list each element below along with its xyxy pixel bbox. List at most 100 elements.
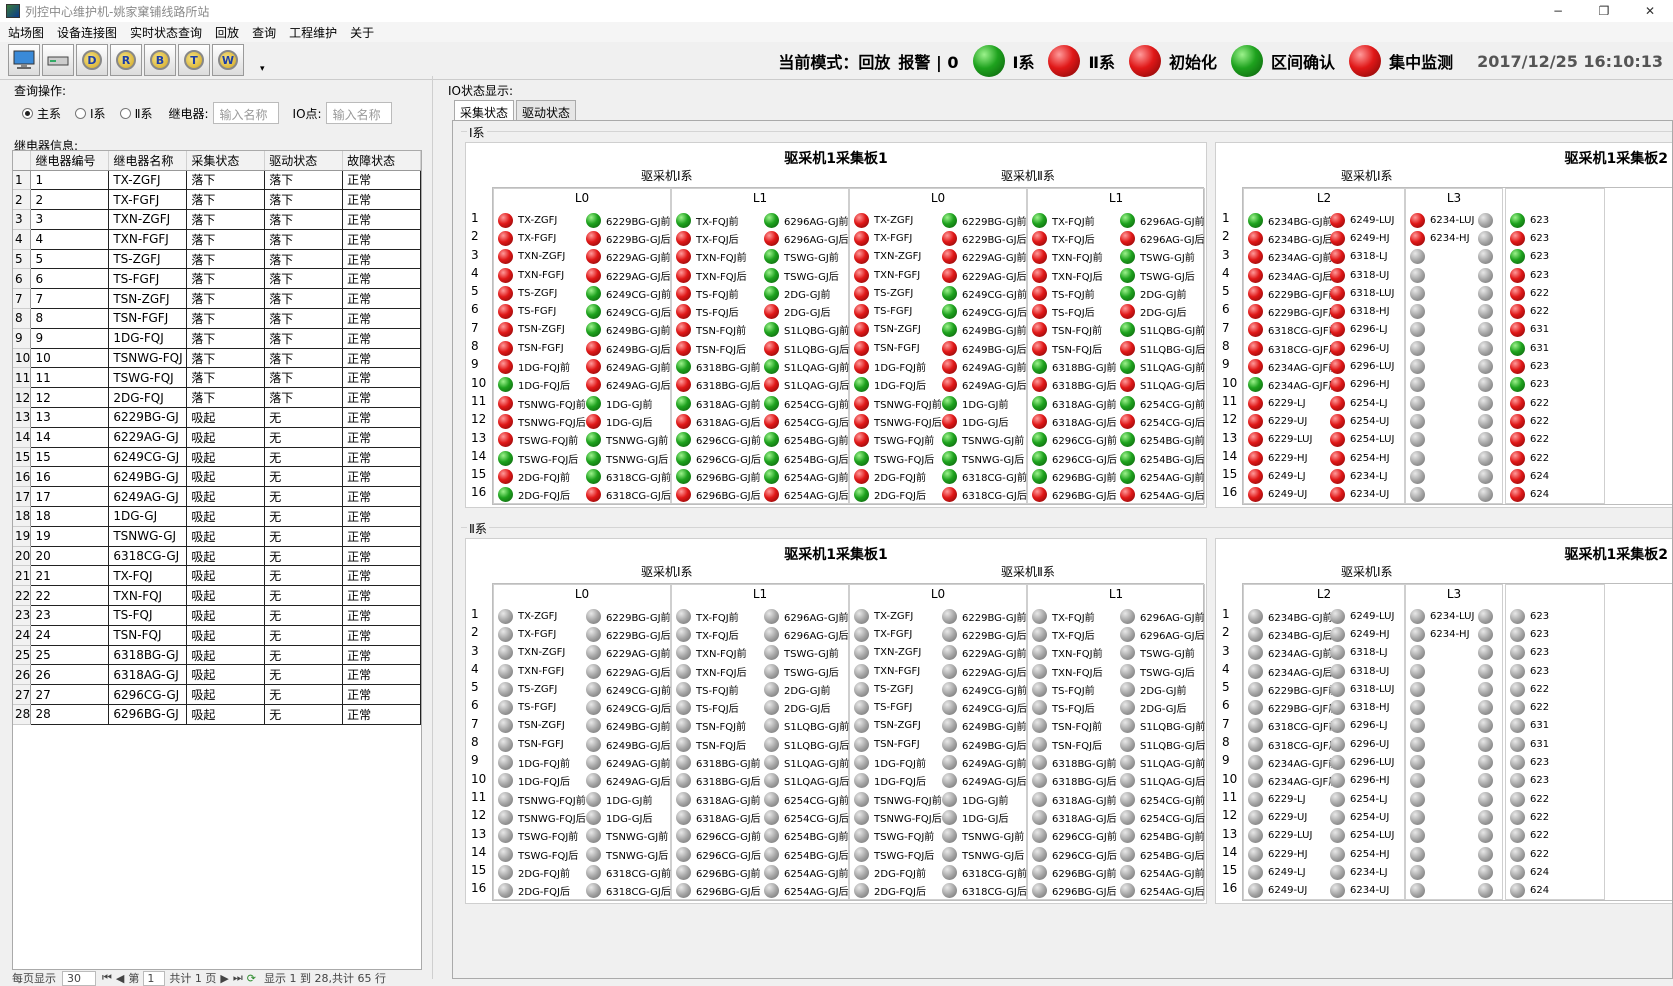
menu-engineering[interactable]: 工程维护	[289, 25, 338, 40]
board-title: 驱采机1采集板1	[784, 547, 888, 563]
io-point-label: 6249BG-GJ后	[962, 344, 1027, 356]
menu-device[interactable]: 设备连接图	[57, 25, 118, 40]
table-row[interactable]: 7 7 TSN-ZGFJ 落下 落下 正常	[13, 288, 421, 310]
menu-replay[interactable]: 回放	[215, 25, 240, 40]
page-size-select[interactable]: 30	[62, 970, 96, 986]
table-row[interactable]: 13 13 6229BG-GJ 吸起无正常	[13, 407, 421, 428]
table-row[interactable]: 10 10 TSNWG-FQJ 落下 落下 正常	[13, 348, 421, 369]
io-point	[1410, 357, 1474, 375]
io-point: TX-FGFJ	[854, 229, 942, 247]
table-row[interactable]: 5 5 TS-ZGFJ 落下 落下 正常	[13, 249, 421, 270]
search-d-icon[interactable]: D	[76, 44, 108, 76]
table-row[interactable]: 18 18 1DG-GJ 吸起无正常	[13, 506, 421, 527]
io-status-led-icon	[1510, 773, 1525, 789]
table-row[interactable]: 16 16 6249BG-GJ 吸起无正常	[13, 466, 421, 488]
io-status-led-icon	[1330, 377, 1345, 393]
table-row[interactable]: 19 19 TSNWG-GJ 吸起无正常	[13, 526, 421, 547]
restore-button[interactable]: ❐	[1598, 4, 1610, 18]
io-status-led-icon	[1410, 608, 1425, 624]
table-cell: TXN-ZGFJ	[108, 209, 188, 230]
table-row[interactable]: 22 22 TXN-FQJ 吸起无正常	[13, 585, 421, 607]
column-header[interactable]: 继电器名称	[108, 151, 188, 171]
io-status-led-icon	[764, 212, 779, 228]
io-point: S1LQAG-GJ前	[764, 753, 849, 771]
table-row[interactable]: 24 24 TSN-FQJ 吸起无正常	[13, 625, 421, 646]
last-page-icon[interactable]: ⏭	[232, 971, 243, 984]
menu-query[interactable]: 查询	[252, 25, 277, 40]
table-row[interactable]: 27 27 6296CG-GJ 吸起无正常	[13, 684, 421, 706]
table-row[interactable]: 25 25 6318BG-GJ 吸起无正常	[13, 645, 421, 666]
menu-realtime[interactable]: 实时状态查询	[130, 25, 203, 40]
next-page-icon[interactable]: ▶	[220, 971, 229, 985]
row-number: 14	[1222, 844, 1238, 859]
io-point-label: 6229BG-GJ后	[962, 234, 1027, 246]
prev-page-icon[interactable]: ◀	[115, 971, 125, 985]
table-row[interactable]: 3 3 TXN-ZGFJ 落下 落下 正常	[13, 209, 421, 230]
io-point	[1478, 302, 1498, 320]
io-point-label: 6229BG-GJF前	[1268, 289, 1339, 301]
radio-sys2[interactable]	[119, 107, 131, 119]
table-row[interactable]: 1 1 TX-ZGFJ 落下 落下 正常	[13, 170, 421, 191]
menu-about[interactable]: 关于	[350, 25, 375, 40]
menu-station[interactable]: 站场图	[8, 25, 45, 40]
io-card: L0 TX-ZGFJ TX-FGFJ TXN-ZGFJ TXN-FGFJ TS-ZGFJ T…	[493, 584, 671, 900]
table-row[interactable]: 11 11 TSWG-FQJ 落下 落下 正常	[13, 367, 421, 389]
io-status-led-icon	[1478, 267, 1493, 283]
table-row[interactable]: 26 26 6318AG-GJ 吸起无正常	[13, 664, 421, 686]
toolbar-overflow-icon[interactable]: ▾	[260, 64, 265, 74]
table-row[interactable]: 17 17 6249AG-GJ 吸起无正常	[13, 486, 421, 508]
io-column: TX-FQJ前 TX-FQJ后 TXN-FQJ前 TXN-FQJ后 TS-FQJ前 TS-…	[1032, 211, 1117, 504]
io-point: 6249BG-GJ前	[942, 321, 1027, 339]
table-row[interactable]: 8 8 TSN-FGFJ 落下 落下 正常	[13, 308, 421, 329]
table-row[interactable]: 4 4 TXN-FGFJ 落下 落下 正常	[13, 229, 421, 250]
close-button[interactable]: ✕	[1644, 4, 1656, 18]
io-status-led-icon	[586, 304, 601, 320]
io-point: TX-FQJ后	[676, 229, 761, 247]
io-point-label: 6296BG-GJ后	[1052, 491, 1117, 503]
column-header[interactable]: 驱动状态	[264, 151, 344, 171]
io-point-label: 6254BG-GJ前	[1140, 832, 1205, 844]
table-row[interactable]: 2 2 TX-FGFJ 落下 落下 正常	[13, 189, 421, 211]
first-page-icon[interactable]: ⏮	[102, 971, 112, 984]
column-header[interactable]: 故障状态	[342, 151, 421, 171]
minimize-button[interactable]: −	[1552, 4, 1564, 18]
io-point-label: 623	[1530, 775, 1550, 787]
table-row[interactable]: 28 28 6296BG-GJ 吸起无正常	[13, 704, 421, 725]
table-row[interactable]: 6 6 TS-FGFJ 落下 落下 正常	[13, 268, 421, 290]
search-w-icon[interactable]: W	[212, 44, 244, 76]
io-status-led-icon	[676, 304, 691, 320]
io-point: TX-FQJ前	[676, 607, 761, 625]
search-t-icon[interactable]: T	[178, 44, 210, 76]
io-status-led-icon	[764, 450, 779, 466]
search-b-icon[interactable]: B	[144, 44, 176, 76]
column-header[interactable]: 继电器编号	[30, 151, 110, 171]
table-cell: 落下	[186, 189, 266, 211]
io-point-label: 631	[1530, 342, 1550, 354]
query-row: 主系 Ⅰ系 Ⅱ系 继电器: 输入名称 IO点: 输入名称	[16, 98, 421, 128]
io-search-input[interactable]: 输入名称	[325, 102, 392, 124]
refresh-icon[interactable]: ⟳	[246, 971, 256, 985]
drive-icon[interactable]	[42, 44, 74, 76]
table-row[interactable]: 14 14 6229AG-GJ 吸起无正常	[13, 427, 421, 448]
io-point-label: 623	[1530, 214, 1550, 226]
io-point-label: 6296CG-GJ后	[696, 850, 761, 862]
table-row[interactable]: 9 9 1DG-FQJ 落下 落下 正常	[13, 328, 421, 349]
table-row[interactable]: 21 21 TX-FQJ 吸起无正常	[13, 565, 421, 587]
relay-search-input[interactable]: 输入名称	[212, 102, 279, 124]
table-row[interactable]: 12 12 2DG-FQJ 落下 落下 正常	[13, 387, 421, 409]
machine-label: 驱采机Ⅰ系	[1341, 565, 1393, 579]
table-row[interactable]: 15 15 6249CG-GJ 吸起无正常	[13, 447, 421, 468]
page-input[interactable]: 1	[143, 970, 166, 986]
io-status-led-icon	[1032, 468, 1047, 484]
column-header[interactable]: 采集状态	[186, 151, 266, 171]
table-row[interactable]: 23 23 TS-FQJ 吸起无正常	[13, 605, 421, 626]
search-r-icon[interactable]: R	[110, 44, 142, 76]
io-status-led-icon	[1478, 450, 1493, 466]
io-status-led-icon	[586, 718, 601, 734]
io-point: 6254BG-GJ后	[1120, 449, 1205, 467]
monitor-icon[interactable]	[8, 44, 40, 76]
radio-main[interactable]	[22, 107, 33, 119]
table-row[interactable]: 20 20 6318CG-GJ 吸起无正常	[13, 546, 421, 567]
radio-sys1[interactable]	[75, 107, 87, 119]
row-number: 15	[471, 467, 487, 482]
